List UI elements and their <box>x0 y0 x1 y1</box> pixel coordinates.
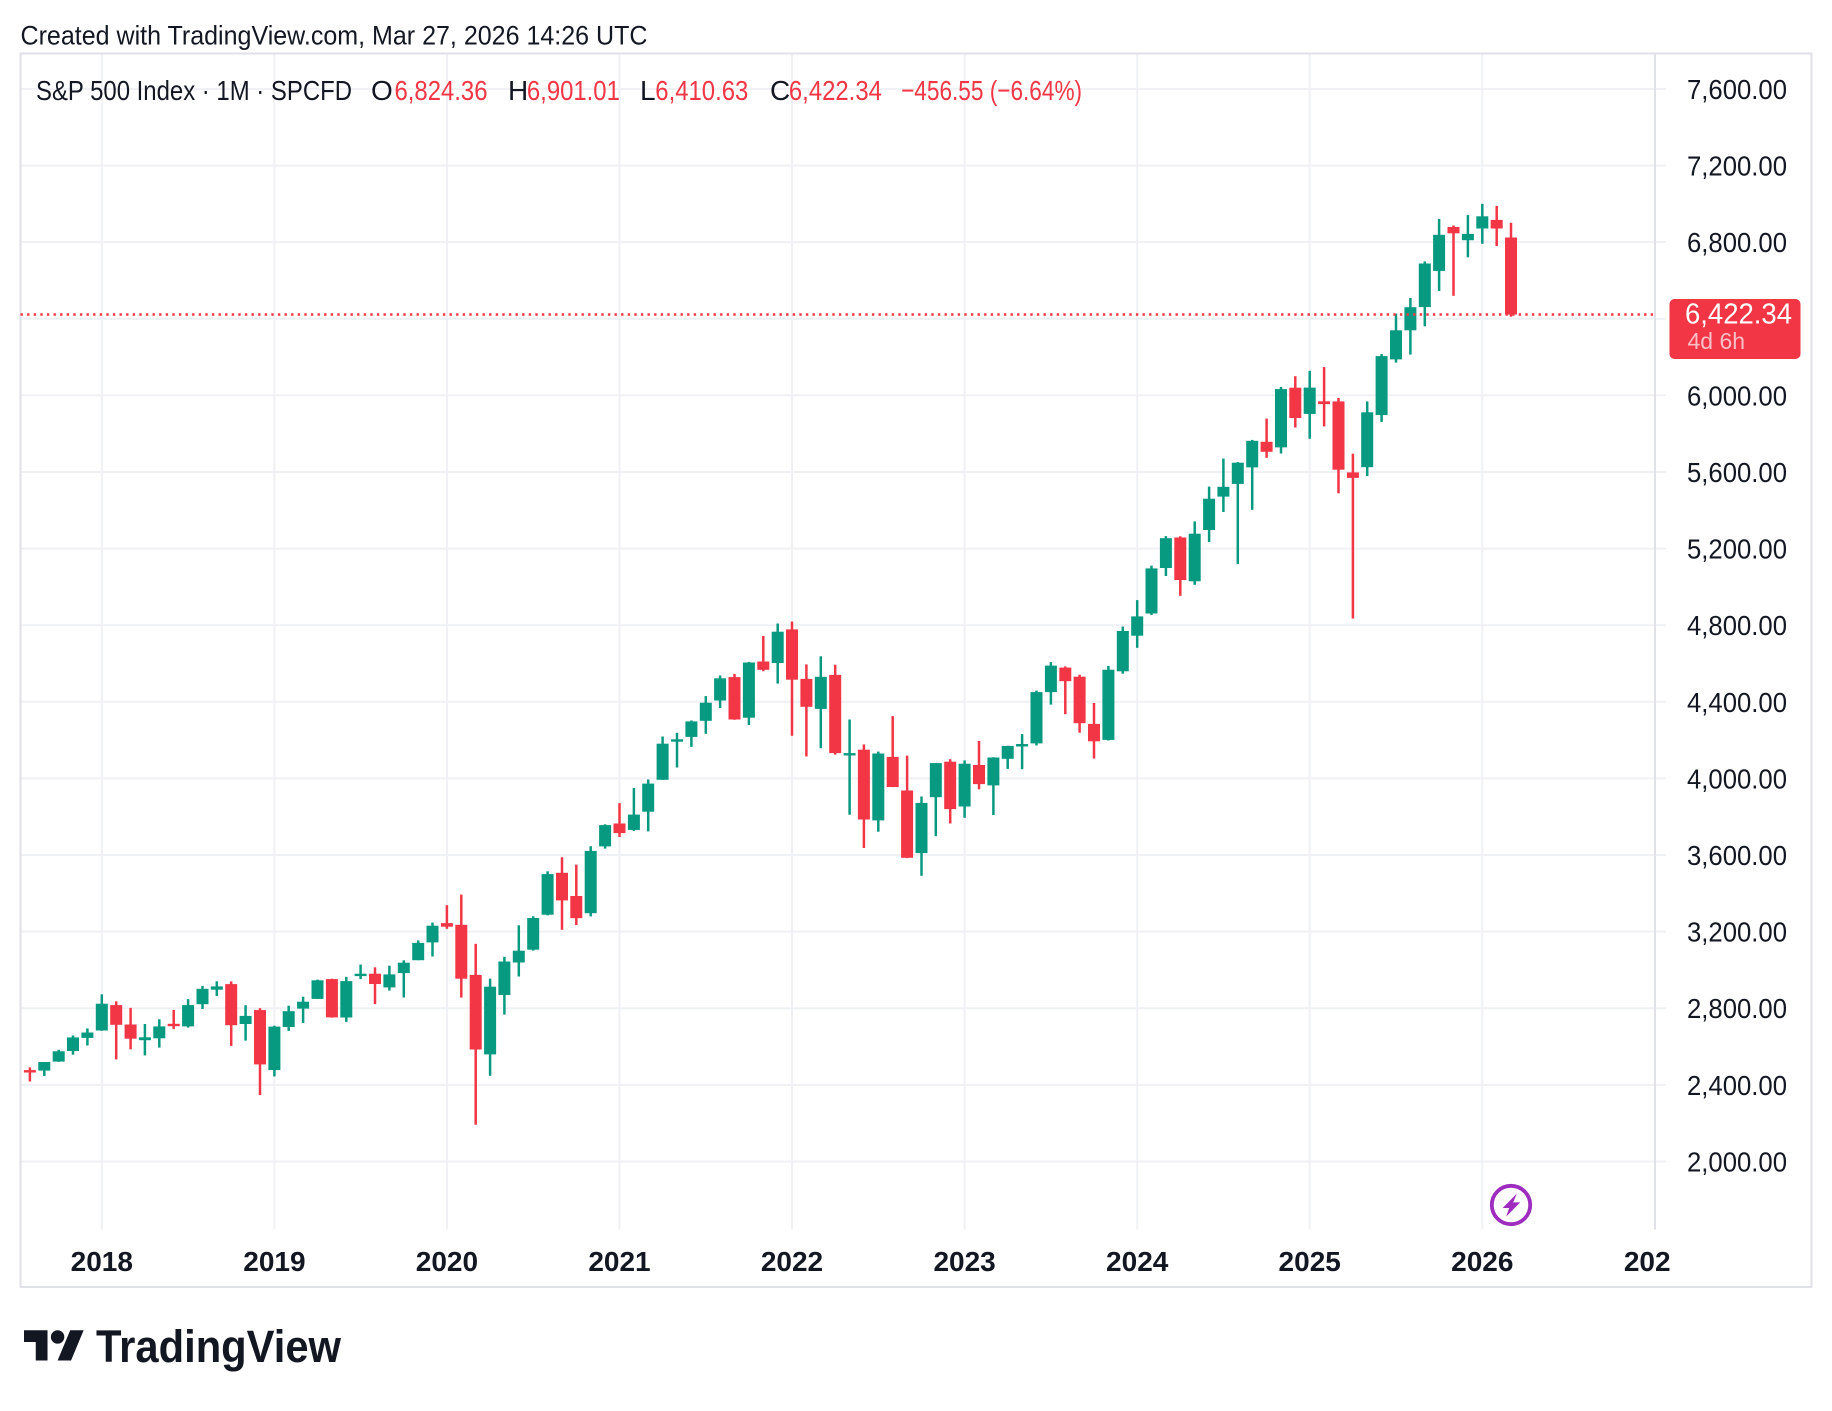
svg-text:7,200.00: 7,200.00 <box>1687 151 1787 182</box>
svg-text:2024: 2024 <box>1106 1246 1169 1277</box>
svg-text:Created with TradingView.com,: Created with TradingView.com, Mar 27, 20… <box>21 21 648 51</box>
svg-text:6,410.63: 6,410.63 <box>655 75 748 106</box>
svg-text:2019: 2019 <box>243 1246 305 1277</box>
svg-text:6,422.34: 6,422.34 <box>1685 299 1792 331</box>
svg-text:2,400.00: 2,400.00 <box>1687 1070 1787 1101</box>
svg-text:2,000.00: 2,000.00 <box>1687 1147 1787 1178</box>
svg-text:H: H <box>508 75 528 106</box>
svg-text:2023: 2023 <box>933 1246 995 1277</box>
svg-text:L: L <box>640 75 656 106</box>
svg-text:2027: 2027 <box>1624 1246 1686 1277</box>
svg-text:2,800.00: 2,800.00 <box>1687 993 1787 1024</box>
svg-text:4,000.00: 4,000.00 <box>1687 763 1787 794</box>
svg-text:S&P 500 Index · 1M · SPCFD: S&P 500 Index · 1M · SPCFD <box>36 75 352 106</box>
svg-text:TradingView: TradingView <box>96 1321 342 1372</box>
svg-text:4,400.00: 4,400.00 <box>1687 687 1787 718</box>
svg-text:6,824.36: 6,824.36 <box>395 75 488 106</box>
svg-text:6,800.00: 6,800.00 <box>1687 227 1787 258</box>
svg-text:6,422.34: 6,422.34 <box>789 75 882 106</box>
svg-text:6,000.00: 6,000.00 <box>1687 380 1787 411</box>
svg-text:2026: 2026 <box>1451 1246 1513 1277</box>
svg-text:2021: 2021 <box>588 1246 650 1277</box>
svg-text:3,600.00: 3,600.00 <box>1687 840 1787 871</box>
svg-text:2025: 2025 <box>1279 1246 1341 1277</box>
svg-text:−456.55 (−6.64%): −456.55 (−6.64%) <box>901 75 1082 106</box>
svg-text:3,200.00: 3,200.00 <box>1687 917 1787 948</box>
svg-text:O: O <box>371 75 393 106</box>
svg-text:4d 6h: 4d 6h <box>1688 328 1746 354</box>
svg-text:C: C <box>770 75 790 106</box>
svg-text:4,800.00: 4,800.00 <box>1687 610 1787 641</box>
svg-text:2022: 2022 <box>761 1246 823 1277</box>
svg-text:2020: 2020 <box>416 1246 478 1277</box>
svg-text:5,200.00: 5,200.00 <box>1687 534 1787 565</box>
svg-text:7,600.00: 7,600.00 <box>1687 74 1787 105</box>
svg-text:6,901.01: 6,901.01 <box>527 75 620 106</box>
svg-text:2018: 2018 <box>71 1246 133 1277</box>
svg-text:5,600.00: 5,600.00 <box>1687 457 1787 488</box>
